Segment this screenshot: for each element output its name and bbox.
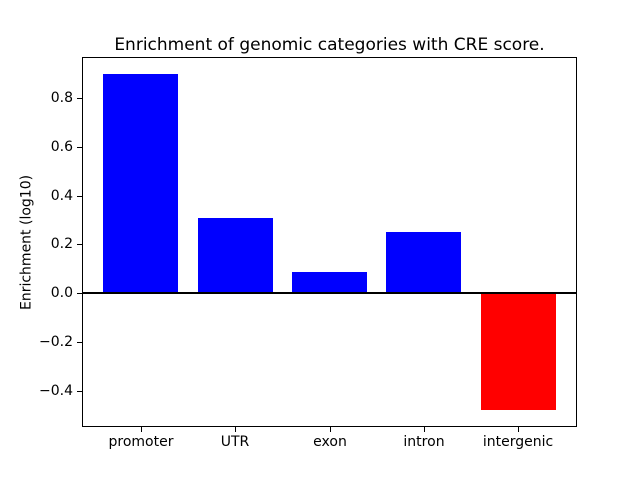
x-tick-label-intron: intron: [403, 434, 445, 450]
y-tick-mark: [77, 196, 82, 197]
y-tick-label: 0.0: [50, 285, 73, 301]
y-tick-mark: [77, 342, 82, 343]
y-tick-label: −0.4: [39, 383, 73, 399]
bar-intron: [386, 232, 461, 293]
x-tick-mark: [141, 427, 142, 432]
y-tick-label: 0.4: [50, 188, 73, 204]
y-tick-label: 0.8: [50, 90, 73, 106]
x-tick-label-intergenic: intergenic: [482, 434, 554, 450]
y-tick-mark: [77, 98, 82, 99]
zero-line: [82, 292, 577, 294]
bar-intergenic: [481, 293, 556, 410]
bar-exon: [292, 272, 367, 293]
y-tick-mark: [77, 244, 82, 245]
x-tick-mark: [424, 427, 425, 432]
x-tick-mark: [235, 427, 236, 432]
y-tick-mark: [77, 147, 82, 148]
x-tick-mark: [330, 427, 331, 432]
x-tick-mark: [518, 427, 519, 432]
x-tick-label-promoter: promoter: [108, 434, 174, 450]
bar-UTR: [198, 218, 273, 294]
y-tick-label: 0.2: [50, 236, 73, 252]
bar-promoter: [103, 74, 178, 293]
y-tick-label: −0.2: [39, 334, 73, 350]
x-tick-label-exon: exon: [313, 434, 347, 450]
y-tick-label: 0.6: [50, 139, 73, 155]
y-tick-mark: [77, 391, 82, 392]
chart-title: Enrichment of genomic categories with CR…: [114, 35, 545, 55]
plot-area: [82, 57, 577, 427]
x-tick-label-UTR: UTR: [220, 434, 250, 450]
y-tick-mark: [77, 293, 82, 294]
